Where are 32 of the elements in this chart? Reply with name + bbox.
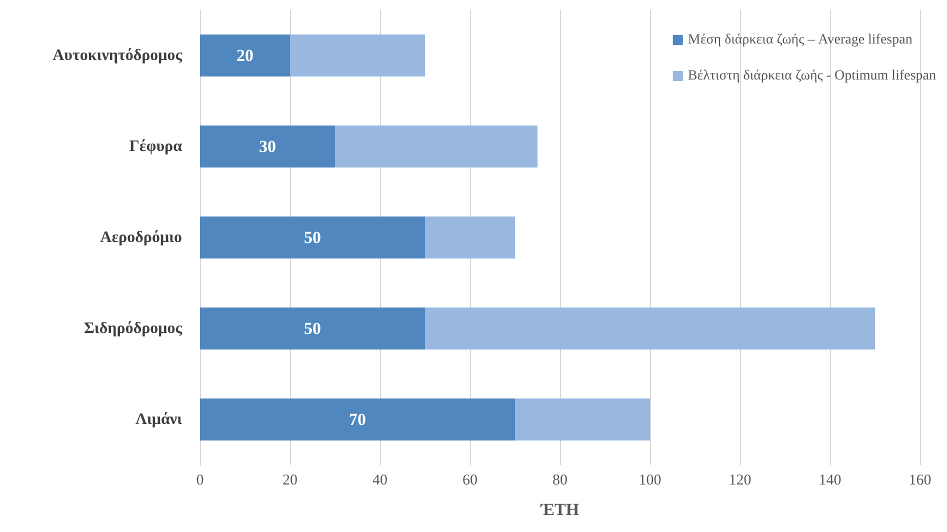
- y-tick-label: Γέφυρα: [129, 138, 182, 155]
- bar: [200, 308, 425, 350]
- x-tick-label: 60: [462, 472, 478, 488]
- legend-label: Βέλτιστη διάρκεια ζωής - Optimum lifespan: [688, 68, 936, 84]
- bar: [335, 126, 538, 168]
- data-label: 50: [304, 319, 321, 338]
- x-tick-label: 140: [818, 472, 842, 488]
- bar: [200, 34, 290, 76]
- bar: [290, 34, 425, 76]
- bar: [200, 398, 515, 440]
- y-tick-label: Λιμάνι: [135, 411, 182, 428]
- y-tick-label: Αεροδρόμιο: [100, 229, 182, 246]
- y-tick-label: Σιδηρόδρομος: [84, 320, 182, 337]
- data-label: 30: [259, 137, 276, 156]
- bar: [425, 216, 515, 258]
- legend-label: Μέση διάρκεια ζωής – Average lifespan: [688, 32, 912, 48]
- x-tick-label: 80: [552, 472, 568, 488]
- bar: [515, 398, 650, 440]
- x-tick-label: 0: [196, 472, 204, 488]
- data-label: 70: [349, 410, 366, 429]
- bar: [200, 126, 335, 168]
- x-tick-label: 40: [372, 472, 388, 488]
- data-label: 20: [236, 46, 254, 65]
- x-tick-label: 20: [282, 472, 298, 488]
- x-tick-label: 160: [908, 472, 932, 488]
- x-tick-label: 120: [728, 472, 752, 488]
- y-tick-label: Αυτοκινητόδρομος: [52, 47, 182, 64]
- x-axis-title: ΈΤΗ: [540, 500, 580, 519]
- data-label: 50: [304, 228, 321, 247]
- bar: [425, 308, 875, 350]
- x-tick-label: 100: [638, 472, 662, 488]
- bar: [200, 216, 425, 258]
